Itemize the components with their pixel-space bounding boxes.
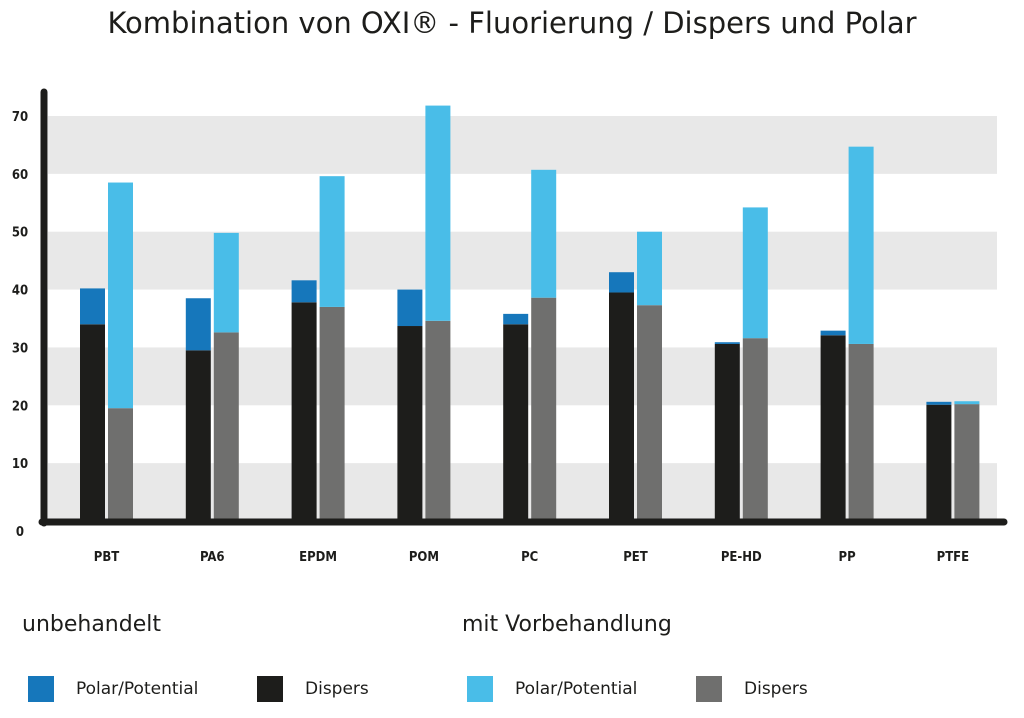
- y-tick-label: 10: [12, 457, 28, 472]
- bar-treated-polar: [742, 207, 768, 339]
- y-tick-label: 20: [12, 399, 28, 414]
- bar-untreated-polar: [503, 313, 529, 325]
- legend-swatch-untreated-dispers: [257, 676, 283, 702]
- chart-title: Kombination von OXI® - Fluorierung / Dis…: [107, 6, 917, 40]
- bar-untreated-dispers: [397, 326, 423, 521]
- bar-treated-dispers: [848, 343, 874, 521]
- bar-treated-polar: [637, 231, 662, 306]
- bar-treated-dispers: [637, 305, 662, 521]
- legend-label-untreated-polar: Polar/Potential: [76, 679, 199, 699]
- legend-label-treated-polar: Polar/Potential: [515, 679, 638, 699]
- bar-untreated-polar: [80, 288, 105, 325]
- x-category-label: PA6: [200, 550, 225, 565]
- bar-untreated-polar: [820, 330, 846, 336]
- bar-untreated-polar: [185, 298, 211, 351]
- bar-untreated-polar: [397, 289, 423, 327]
- bar-untreated-dispers: [820, 335, 846, 521]
- bar-treated-dispers: [319, 306, 345, 521]
- bar-untreated-polar: [926, 401, 952, 405]
- legend-swatch-treated-polar: [467, 676, 493, 702]
- bar-treated-dispers: [531, 297, 557, 521]
- bar-treated-dispers: [954, 404, 980, 521]
- legend-group-treated-title: mit Vorbehandlung: [462, 612, 672, 637]
- bar-treated-polar: [425, 105, 451, 321]
- bar-treated-dispers: [425, 320, 451, 521]
- bar-untreated-dispers: [714, 343, 740, 521]
- bar-treated-dispers: [213, 332, 239, 521]
- y-tick-label: 60: [12, 168, 28, 183]
- x-category-label: POM: [409, 550, 439, 565]
- grid-band: [48, 231, 997, 290]
- bar-untreated-polar: [714, 342, 740, 344]
- x-category-label: PC: [521, 550, 538, 565]
- bar-treated-polar: [213, 232, 239, 333]
- x-category-label: PET: [623, 550, 648, 565]
- y-tick-label: 0: [16, 525, 24, 540]
- bar-untreated-dispers: [80, 324, 105, 521]
- x-category-label: EPDM: [299, 550, 337, 565]
- bar-untreated-dispers: [609, 292, 634, 521]
- bar-untreated-dispers: [185, 350, 211, 521]
- bar-untreated-dispers: [291, 302, 317, 521]
- bar-untreated-dispers: [503, 324, 529, 521]
- legend-label-treated-dispers: Dispers: [744, 679, 808, 699]
- bar-treated-dispers: [742, 338, 768, 521]
- bar-treated-polar: [319, 176, 345, 307]
- y-tick-label: 70: [12, 110, 28, 125]
- legend-item-treated-polar: Polar/Potential: [467, 676, 637, 702]
- y-tick-label: 50: [12, 226, 28, 241]
- bar-treated-polar: [954, 401, 980, 405]
- x-category-label: PE-HD: [721, 550, 762, 565]
- y-tick-label: 30: [12, 341, 28, 356]
- bar-treated-dispers: [108, 408, 133, 521]
- legend-group-untreated-title: unbehandelt: [22, 612, 161, 637]
- x-category-label: PTFE: [937, 550, 970, 565]
- x-category-label: PBT: [94, 550, 119, 565]
- legend-swatch-treated-dispers: [696, 676, 722, 702]
- legend-item-untreated-dispers: Dispers: [257, 676, 369, 702]
- legend-item-treated-dispers: Dispers: [696, 676, 808, 702]
- grid-band: [48, 116, 997, 174]
- legend-swatch-untreated-polar: [28, 676, 54, 702]
- bar-treated-polar: [848, 146, 874, 344]
- bar-untreated-polar: [291, 280, 317, 303]
- bar-untreated-dispers: [926, 404, 952, 521]
- bar-treated-polar: [531, 169, 557, 298]
- legend-item-untreated-polar: Polar/Potential: [28, 676, 198, 702]
- x-category-label: PP: [839, 550, 857, 565]
- bar-untreated-polar: [609, 272, 634, 293]
- bar-treated-polar: [108, 182, 133, 409]
- y-tick-label: 40: [12, 284, 28, 299]
- legend-label-untreated-dispers: Dispers: [305, 679, 369, 699]
